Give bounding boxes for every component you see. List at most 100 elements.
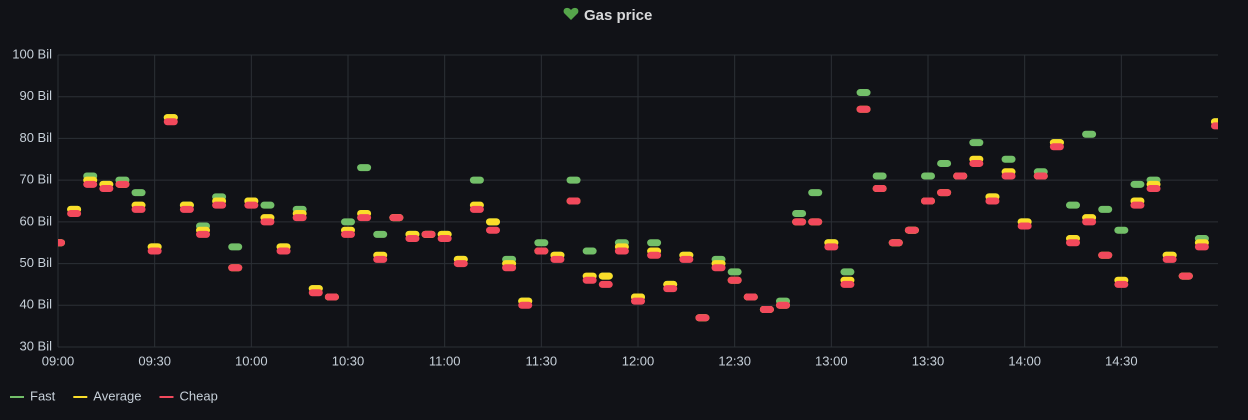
- point: [566, 176, 581, 184]
- point: [486, 226, 500, 234]
- point: [373, 255, 388, 263]
- point: [792, 218, 807, 226]
- point: [614, 247, 629, 255]
- point: [1033, 172, 1048, 180]
- point: [808, 189, 823, 197]
- point: [663, 285, 678, 293]
- point: [969, 139, 984, 147]
- point: [469, 176, 484, 184]
- point: [58, 239, 65, 247]
- y-tick-label: 50 Bil: [19, 255, 52, 270]
- x-tick-label: 10:30: [332, 353, 365, 368]
- point: [743, 293, 758, 301]
- y-tick-label: 40 Bil: [19, 297, 52, 312]
- point: [582, 276, 597, 284]
- chart-title: Gas price: [584, 7, 652, 24]
- y-tick-label: 100 Bil: [12, 46, 52, 61]
- point: [566, 197, 581, 205]
- point: [486, 218, 500, 226]
- point: [341, 230, 355, 238]
- legend-label: Cheap: [179, 388, 217, 403]
- point: [921, 197, 935, 205]
- point: [469, 205, 484, 213]
- legend-label: Fast: [30, 388, 56, 403]
- point: [985, 197, 1000, 205]
- point: [1001, 155, 1016, 163]
- point: [840, 280, 855, 288]
- point: [727, 268, 742, 276]
- point: [1211, 122, 1218, 130]
- point: [550, 255, 565, 263]
- point: [437, 235, 452, 243]
- point: [502, 264, 517, 272]
- point: [1162, 255, 1177, 263]
- point: [872, 172, 887, 180]
- point: [115, 180, 130, 188]
- health-icon: [563, 7, 579, 20]
- point: [147, 247, 162, 255]
- y-tick-label: 70 Bil: [19, 172, 52, 187]
- point: [598, 280, 613, 288]
- point: [695, 314, 710, 322]
- point: [727, 276, 742, 284]
- point: [953, 172, 968, 180]
- point: [83, 180, 98, 188]
- point: [260, 218, 275, 226]
- x-tick-label: 13:30: [912, 353, 945, 368]
- x-tick-label: 14:30: [1105, 353, 1138, 368]
- point: [872, 184, 887, 192]
- point: [357, 214, 372, 222]
- point: [196, 230, 210, 238]
- point: [373, 230, 388, 238]
- point: [1130, 201, 1145, 209]
- y-tick-label: 30 Bil: [19, 338, 52, 353]
- point: [679, 255, 694, 263]
- point: [131, 189, 146, 197]
- legend: Fast Average Cheap: [10, 388, 218, 403]
- point: [405, 235, 420, 243]
- point: [647, 251, 662, 259]
- point: [1130, 180, 1145, 188]
- y-tick-label: 60 Bil: [19, 213, 52, 228]
- point: [808, 218, 823, 226]
- point: [792, 210, 807, 218]
- point: [1066, 239, 1080, 247]
- x-tick-label: 11:00: [429, 353, 461, 368]
- x-tick-label: 10:00: [235, 353, 268, 368]
- x-tick-label: 13:00: [815, 353, 848, 368]
- point: [67, 210, 82, 218]
- x-tick-label: 12:30: [718, 353, 751, 368]
- point: [99, 184, 114, 192]
- point: [276, 247, 291, 255]
- x-tick-label: 11:30: [526, 353, 558, 368]
- x-tick-label: 09:00: [42, 353, 75, 368]
- point: [308, 289, 323, 297]
- point: [937, 159, 952, 167]
- point: [598, 272, 613, 280]
- point: [1146, 184, 1161, 192]
- point: [904, 226, 919, 234]
- point: [357, 164, 372, 172]
- point: [1001, 172, 1016, 180]
- x-tick-label: 14:00: [1008, 353, 1041, 368]
- point: [292, 214, 307, 222]
- point: [341, 218, 355, 226]
- plot-area: [58, 89, 1218, 322]
- point: [1114, 280, 1129, 288]
- point: [1098, 205, 1113, 213]
- point: [1098, 251, 1113, 259]
- point: [1178, 272, 1193, 280]
- point: [856, 89, 871, 97]
- point: [179, 205, 194, 213]
- point: [921, 172, 935, 180]
- point: [518, 301, 533, 309]
- x-tick-label: 12:00: [622, 353, 655, 368]
- point: [856, 105, 871, 113]
- point: [647, 239, 662, 247]
- point: [631, 297, 645, 305]
- point: [389, 214, 404, 222]
- point: [453, 260, 468, 268]
- point: [534, 239, 549, 247]
